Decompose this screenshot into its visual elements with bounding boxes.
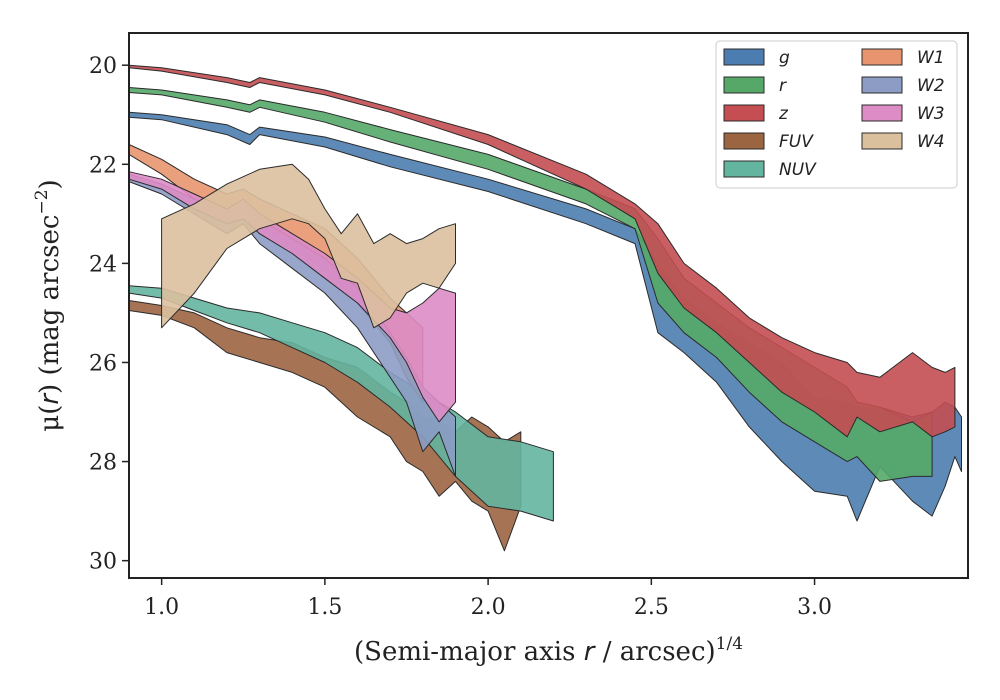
plot-frame	[128, 32, 969, 579]
series-area-g	[128, 111, 962, 522]
x-tick-label: 1.0	[144, 595, 179, 620]
legend-label-z: z	[778, 104, 789, 124]
legend-label-r: r	[779, 76, 787, 96]
x-axis-label: (Semi-major axis r / arcsec)1/4	[354, 634, 743, 667]
legend-label-g: g	[779, 48, 790, 68]
y-axis-label-part-1: μ(	[35, 405, 65, 432]
x-tick-label: 3.0	[797, 595, 832, 620]
legend-label-fuv: FUV	[779, 132, 814, 152]
x-axis-label-part-2: / arcsec)	[594, 637, 715, 667]
x-axis-label-exponent: 1/4	[716, 634, 743, 654]
x-axis-ticks: 1.0 1.5 2.0 2.5 3.0	[144, 578, 832, 620]
legend-label-w2: W2	[917, 76, 945, 96]
legend-swatch-z	[723, 104, 765, 122]
y-axis-label-variable: r	[35, 392, 65, 405]
legend-swatch-w4	[861, 132, 903, 150]
series-area-r	[128, 87, 933, 482]
y-axis-label-part-2: ) (mag arcsec	[35, 215, 65, 394]
legend-swatch-r	[723, 76, 765, 94]
y-axis-label-exponent: −2	[32, 189, 52, 214]
series-area-w4	[161, 163, 456, 329]
y-tick-label: 30	[89, 550, 117, 575]
x-axis-label-variable: r	[584, 637, 597, 667]
legend-label-w3: W3	[917, 104, 945, 124]
legend-label-w4: W4	[917, 132, 945, 152]
y-tick-label: 20	[89, 54, 117, 79]
x-tick-label: 2.5	[634, 595, 669, 620]
y-tick-label: 24	[89, 252, 117, 277]
y-axis-label: μ(r) (mag arcsec−2)	[32, 179, 65, 431]
series-area-nuv	[128, 285, 554, 522]
legend-swatch-w1	[861, 48, 903, 66]
x-tick-label: 1.5	[307, 595, 342, 620]
legend-label-nuv: NUV	[779, 160, 817, 180]
series-area-z	[128, 64, 956, 438]
legend-label-w1: W1	[917, 48, 945, 68]
y-axis-ticks: 20 22 24 26 28 30	[89, 54, 129, 575]
legend-swatch-g	[723, 48, 765, 66]
legend: grz FUV NUV W1 W2 W3 W4	[715, 40, 958, 189]
series-areas	[128, 64, 962, 552]
legend-swatch-fuv	[723, 132, 765, 150]
x-tick-label: 2.0	[471, 595, 506, 620]
y-tick-label: 26	[89, 351, 117, 376]
legend-swatch-w3	[861, 104, 903, 122]
legend-swatch-w2	[861, 76, 903, 94]
y-axis-label-part-3: )	[35, 179, 65, 189]
x-axis-label-part-1: (Semi-major axis	[354, 637, 584, 667]
y-tick-label: 22	[89, 153, 117, 178]
y-tick-label: 28	[89, 451, 117, 476]
legend-swatch-nuv	[723, 160, 765, 178]
